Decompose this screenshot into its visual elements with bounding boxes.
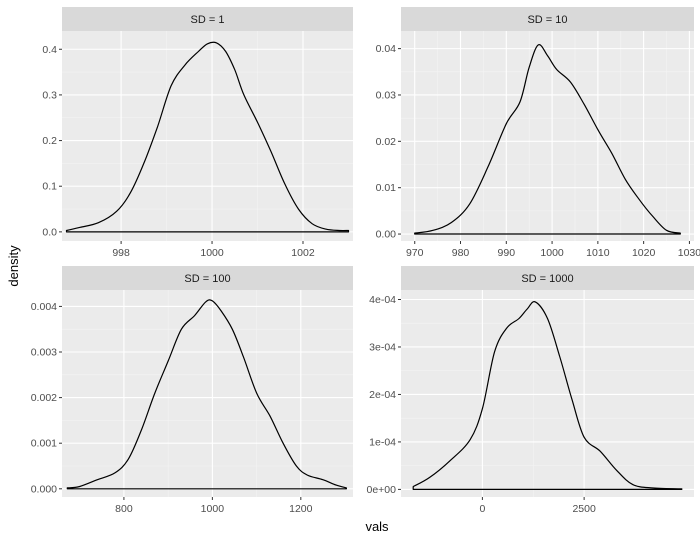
y-tick-label: 0.004 xyxy=(31,301,57,313)
strip-background xyxy=(401,266,694,290)
panel-background xyxy=(401,31,694,241)
y-tick-label: 0.03 xyxy=(376,89,397,101)
x-tick-label: 990 xyxy=(498,247,516,259)
x-tick-label: 1010 xyxy=(586,247,610,259)
y-tick-label: 2e-04 xyxy=(369,389,396,401)
y-tick-label: 0.002 xyxy=(31,392,57,404)
y-axis-title: density xyxy=(6,245,21,287)
density-curve xyxy=(66,299,347,490)
y-tick-label: 0.003 xyxy=(31,347,57,359)
y-tick-label: 0.0 xyxy=(42,226,57,238)
facet-panel-3: SD = 100 800 1000 1200 0.000 0.001 0.002 0.003 0… xyxy=(31,266,353,515)
panel-background xyxy=(401,290,694,497)
x-axis-title: vals xyxy=(365,519,389,534)
y-tick-label: 0.04 xyxy=(376,43,397,55)
y-tick-label: 0.02 xyxy=(376,136,397,148)
facet-panel-1: SD = 1 998 1000 1002 0.0 0.1 0.2 0.3 0.4 xyxy=(42,7,353,259)
strip-label: SD = 1 xyxy=(191,14,225,26)
x-tick-label: 1030 xyxy=(678,247,700,259)
x-tick-label: 2500 xyxy=(572,503,596,515)
y-tick-label: 0.4 xyxy=(42,44,57,56)
strip-label: SD = 100 xyxy=(184,273,230,285)
density-curve xyxy=(412,301,683,490)
strip-background xyxy=(62,7,353,31)
facet-panel-2: SD = 10 970 980 990 1000 1010 1020 1030 0.00 0.01… xyxy=(376,7,700,259)
y-tick-label: 0.001 xyxy=(31,438,57,450)
y-tick-label: 1e-04 xyxy=(369,436,396,448)
strip-label: SD = 10 xyxy=(527,14,567,26)
y-tick-label: 0.01 xyxy=(376,182,397,194)
y-tick-label: 0.000 xyxy=(31,483,57,495)
y-tick-label: 0.00 xyxy=(376,229,397,241)
strip-label: SD = 1000 xyxy=(521,273,573,285)
x-tick-label: 1200 xyxy=(289,503,313,515)
x-tick-label: 800 xyxy=(115,503,133,515)
y-tick-label: 0.3 xyxy=(42,89,57,101)
x-tick-label: 1002 xyxy=(291,247,315,259)
x-tick-label: 1000 xyxy=(540,247,564,259)
x-tick-label: 970 xyxy=(406,247,424,259)
y-tick-label: 0e+00 xyxy=(367,484,397,496)
x-tick-label: 1000 xyxy=(200,247,224,259)
y-tick-label: 0.2 xyxy=(42,135,57,147)
y-tick-label: 4e-04 xyxy=(369,294,396,306)
x-tick-label: 1000 xyxy=(201,503,225,515)
strip-background xyxy=(62,266,353,290)
panel-background xyxy=(62,31,353,241)
density-curve xyxy=(65,41,350,233)
x-tick-label: 980 xyxy=(452,247,470,259)
y-tick-label: 0.1 xyxy=(42,181,57,193)
density-curve xyxy=(414,44,681,235)
x-tick-label: 0 xyxy=(479,503,485,515)
x-tick-label: 1020 xyxy=(632,247,656,259)
strip-background xyxy=(401,7,694,31)
facet-panel-4: SD = 1000 0 2500 0e+00 1e-04 2e-04 3e-04 4e-04 xyxy=(367,266,694,515)
panel-background xyxy=(62,290,353,497)
x-tick-label: 998 xyxy=(112,247,130,259)
y-tick-label: 3e-04 xyxy=(369,341,396,353)
